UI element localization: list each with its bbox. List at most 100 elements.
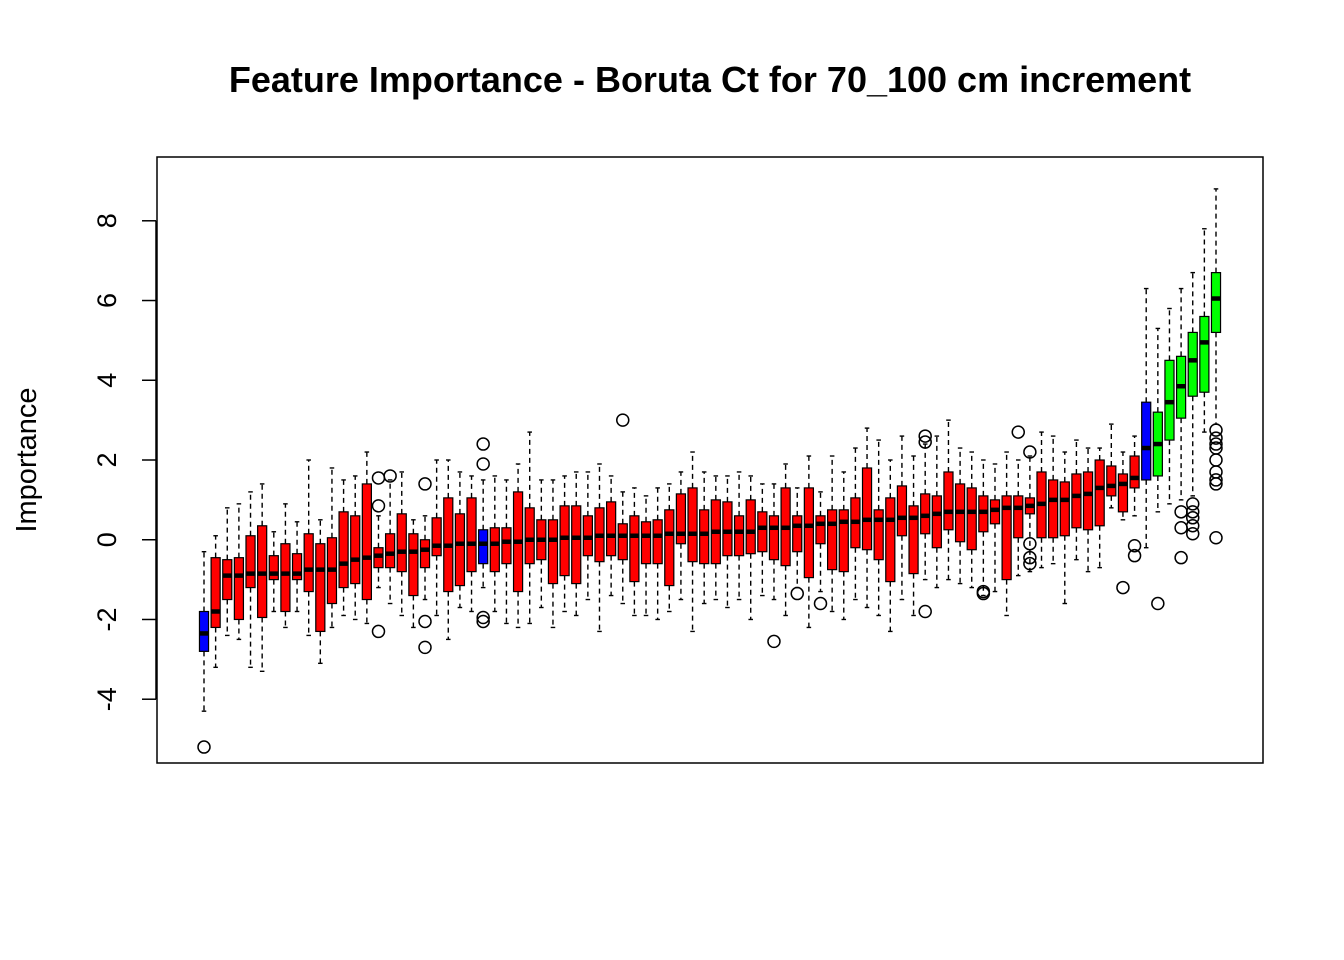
box-body-rejected	[454, 513, 466, 587]
box-body-rejected	[722, 501, 733, 557]
box-body-rejected	[664, 509, 675, 587]
box-body-rejected	[489, 527, 500, 573]
box-19	[408, 519, 419, 629]
box-body-rejected	[222, 559, 233, 601]
outlier-point	[918, 435, 932, 449]
box-body-rejected	[524, 507, 535, 565]
outlier-point	[616, 413, 630, 427]
box-33	[571, 471, 582, 617]
outlier-point	[1209, 473, 1223, 487]
box-83	[1151, 327, 1165, 611]
box-body-rejected	[1001, 495, 1012, 581]
box-35	[594, 463, 605, 633]
outlier-point	[371, 624, 386, 639]
outlier-point	[1209, 423, 1223, 437]
outlier-point	[767, 634, 781, 649]
box-42	[675, 471, 687, 601]
y-tick-label: -4	[92, 687, 122, 711]
y-tick-label: 4	[92, 373, 122, 388]
box-1	[197, 550, 211, 754]
box-75	[1059, 451, 1070, 605]
box-27	[501, 479, 512, 625]
box-body-rejected	[396, 513, 407, 573]
box-22	[443, 459, 454, 641]
box-7	[268, 531, 279, 613]
box-body-shadow	[478, 529, 489, 565]
outlier-point	[1209, 437, 1223, 451]
box-20	[418, 477, 432, 655]
box-70	[1001, 451, 1012, 617]
box-body-rejected	[873, 509, 884, 561]
box-body-rejected	[885, 497, 896, 583]
box-26	[489, 475, 500, 613]
box-55	[827, 455, 838, 613]
box-body-rejected	[268, 555, 279, 581]
box-body-rejected	[501, 527, 512, 565]
box-body-rejected	[629, 515, 640, 583]
box-31	[547, 479, 559, 629]
box-body-rejected	[303, 533, 314, 593]
box-71	[1011, 425, 1026, 577]
box-17	[383, 469, 397, 605]
box-body-rejected	[827, 509, 838, 571]
outlier-point	[1185, 505, 1200, 519]
outlier-point	[1127, 548, 1142, 563]
box-29	[524, 431, 535, 625]
outlier-point	[1011, 425, 1026, 439]
box-body-rejected	[210, 557, 221, 629]
outlier-point	[1174, 521, 1188, 535]
box-73	[1036, 431, 1047, 569]
box-63	[918, 429, 932, 619]
box-body-rejected	[838, 509, 849, 573]
box-series	[197, 188, 1223, 754]
outlier-point	[476, 610, 490, 625]
box-6	[257, 483, 268, 673]
box-81	[1127, 435, 1142, 563]
box-61	[896, 435, 908, 601]
box-23	[454, 471, 466, 609]
box-body-rejected	[815, 515, 826, 545]
box-38	[629, 487, 640, 617]
box-body-rejected	[966, 487, 977, 551]
y-tick-label: 2	[92, 452, 122, 467]
box-body-rejected	[803, 487, 815, 579]
box-body-rejected	[466, 497, 477, 573]
box-30	[536, 479, 547, 609]
box-87	[1199, 228, 1210, 433]
box-body-rejected	[571, 505, 582, 585]
box-body-rejected	[1013, 495, 1024, 539]
box-10	[303, 459, 314, 637]
box-body-rejected	[419, 539, 431, 569]
box-58	[861, 427, 873, 609]
box-51	[780, 463, 791, 617]
box-74	[1048, 435, 1059, 565]
box-14	[350, 475, 361, 621]
box-37	[616, 413, 630, 605]
box-body-rejected	[1071, 473, 1082, 529]
box-body-rejected	[1117, 473, 1129, 513]
box-56	[838, 471, 849, 621]
box-body-confirmed	[1187, 331, 1198, 397]
y-tick-label: 6	[92, 293, 122, 308]
box-18	[396, 471, 407, 617]
box-body-rejected	[640, 521, 652, 565]
box-body-rejected	[384, 533, 396, 569]
box-36	[605, 475, 617, 597]
box-53	[803, 455, 815, 629]
box-50	[767, 483, 781, 649]
box-47	[733, 471, 745, 601]
box-13	[338, 479, 349, 617]
box-body-rejected	[1094, 459, 1105, 527]
box-body-rejected	[792, 515, 803, 553]
box-body-rejected	[675, 493, 687, 545]
box-21	[431, 459, 442, 617]
outlier-point	[1185, 527, 1200, 541]
box-64	[931, 435, 942, 589]
box-86	[1185, 271, 1200, 541]
y-tick-label: 0	[92, 532, 122, 547]
box-67	[966, 451, 977, 589]
outlier-point	[1116, 580, 1130, 595]
box-68	[976, 459, 991, 601]
plot-frame	[156, 156, 1264, 764]
